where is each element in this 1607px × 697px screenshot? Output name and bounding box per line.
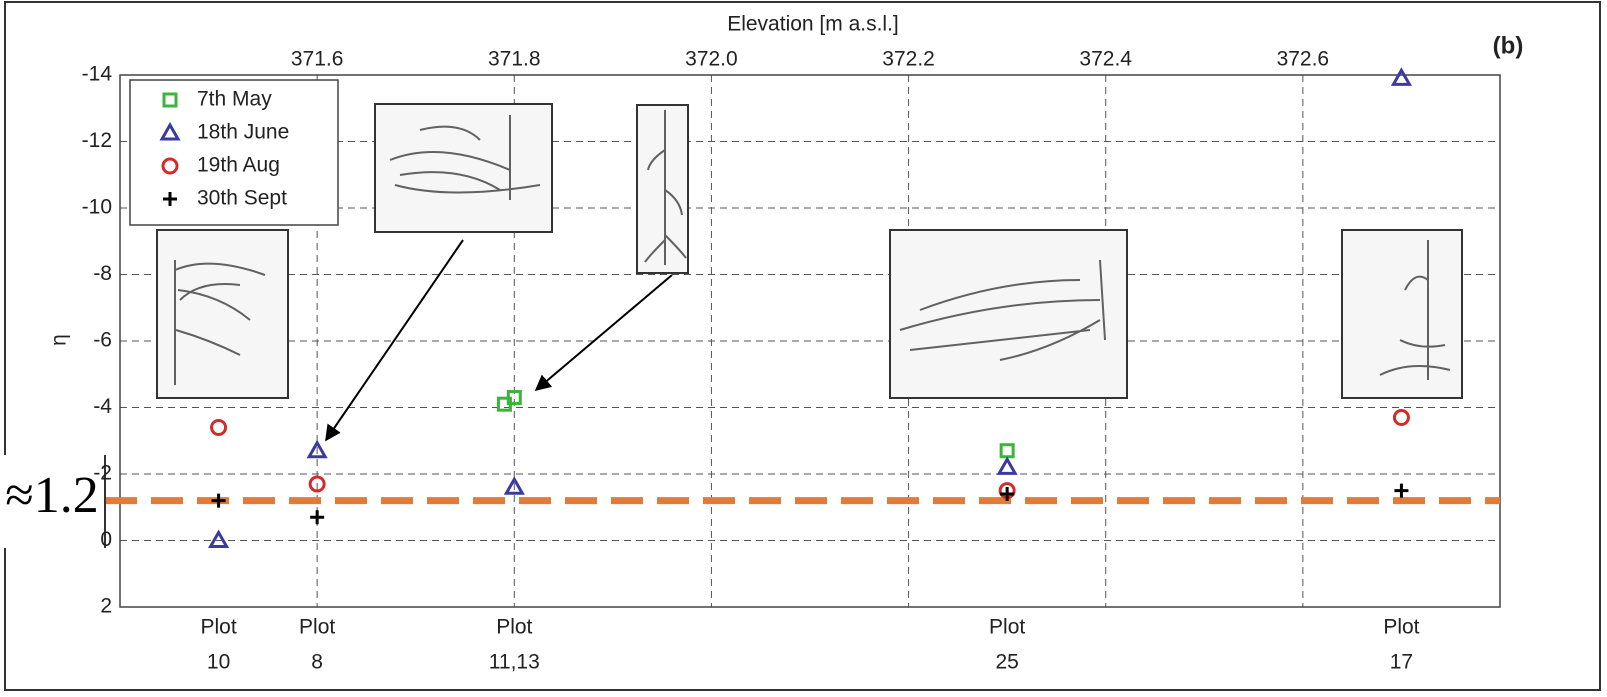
panel-label: (b)	[1493, 32, 1524, 59]
x-tick-label: 371.8	[488, 48, 541, 71]
legend-label: 19th Aug	[197, 154, 280, 177]
figure-border	[4, 1, 1601, 691]
plot-area	[119, 74, 1501, 608]
marks	[105, 67, 1500, 548]
plot-label: 11,13	[489, 651, 540, 674]
root-scans	[156, 103, 1463, 399]
marker-square	[506, 390, 522, 406]
marker-circle	[161, 157, 179, 175]
plot-label: Plot	[1383, 616, 1419, 639]
marker-square	[162, 92, 178, 108]
plot-label: 17	[1390, 651, 1413, 674]
x-tick-label: 372.0	[685, 48, 738, 71]
y-tick-label: -8	[93, 262, 112, 285]
y-axis-title: η	[48, 334, 71, 346]
plot-label: 10	[207, 651, 230, 674]
marker-plus	[1394, 483, 1409, 498]
y-tick-label: -10	[82, 196, 112, 219]
annotation-box	[0, 455, 105, 548]
y-tick-label: 0	[100, 528, 112, 551]
marker-triangle	[1390, 67, 1413, 86]
legend-label: 7th May	[197, 88, 272, 111]
legend-entries: 7th May 18th June 19th Aug 30th Sept	[159, 88, 289, 210]
marker-triangle	[503, 476, 525, 495]
marker-triangle	[306, 439, 328, 459]
x-tick-label: 371.6	[291, 48, 344, 71]
y-tick-label: -12	[82, 129, 112, 152]
x-axis-title: Elevation [m a.s.l.]	[727, 13, 899, 36]
y-tick-label: -14	[82, 63, 113, 86]
marker-plus	[163, 192, 177, 206]
marker-plus	[310, 510, 325, 525]
marker-circle	[210, 418, 228, 436]
y-tick-label: -2	[93, 462, 112, 485]
plot-label: Plot	[496, 616, 532, 639]
marker-plus	[211, 493, 226, 508]
plot-label: 25	[995, 651, 1018, 674]
legend-label: 30th Sept	[197, 187, 287, 210]
marker-circle	[1392, 408, 1410, 426]
arrows	[325, 239, 673, 442]
marker-circle	[308, 475, 326, 493]
marker-plus	[1000, 486, 1015, 501]
x-tick-label: 372.4	[1079, 48, 1132, 71]
y-tick-label: -6	[93, 329, 112, 352]
x-tick-label: 372.6	[1277, 48, 1330, 71]
marker-square	[999, 443, 1015, 459]
y-tick-label: -4	[93, 395, 112, 418]
plot-label: 8	[311, 651, 323, 674]
marker-triangle	[207, 529, 230, 548]
legend-label: 18th June	[197, 121, 289, 144]
marker-triangle	[159, 121, 181, 141]
marker-triangle	[996, 456, 1018, 475]
plot-label: Plot	[200, 616, 236, 639]
reference-label: ≈1.2	[5, 467, 99, 524]
x-tick-label: 372.2	[882, 48, 935, 71]
grid	[120, 74, 1500, 608]
plot-label: Plot	[299, 616, 335, 639]
plot-label: Plot	[989, 616, 1025, 639]
y-tick-label: 2	[100, 595, 112, 618]
